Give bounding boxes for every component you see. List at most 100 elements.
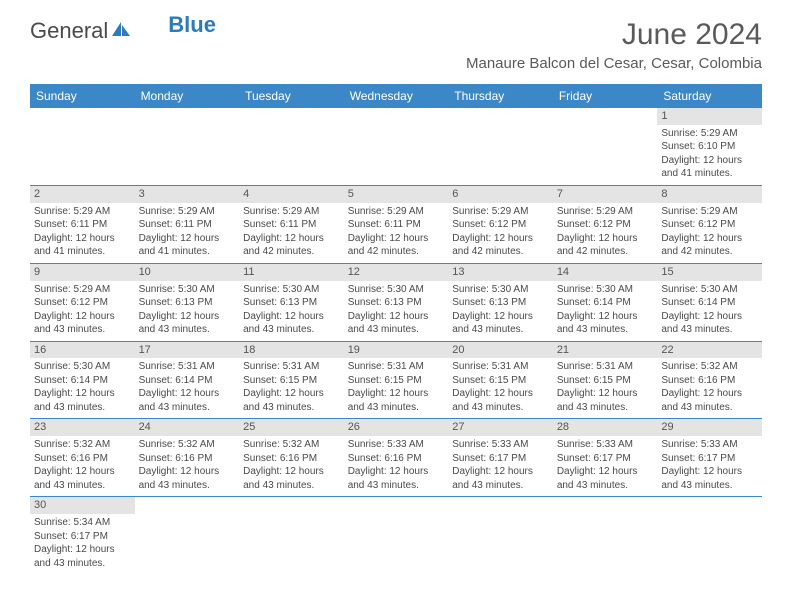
day-number: 11 [239,264,344,281]
sunrise-text: Sunrise: 5:30 AM [139,283,236,297]
day-body: Sunrise: 5:32 AMSunset: 6:16 PMDaylight:… [135,436,240,496]
sunset-text: Sunset: 6:17 PM [452,452,549,466]
daylight-text-2: and 42 minutes. [452,245,549,259]
calendar-day-cell [239,108,344,185]
sunset-text: Sunset: 6:13 PM [348,296,445,310]
sunrise-text: Sunrise: 5:34 AM [34,516,131,530]
day-body: Sunrise: 5:32 AMSunset: 6:16 PMDaylight:… [30,436,135,496]
day-body: Sunrise: 5:31 AMSunset: 6:14 PMDaylight:… [135,358,240,418]
daylight-text: Daylight: 12 hours [348,232,445,246]
daylight-text-2: and 43 minutes. [661,323,758,337]
daylight-text-2: and 43 minutes. [139,323,236,337]
daylight-text-2: and 43 minutes. [661,401,758,415]
sunset-text: Sunset: 6:11 PM [243,218,340,232]
sunrise-text: Sunrise: 5:29 AM [139,205,236,219]
day-number: 18 [239,342,344,359]
day-body: Sunrise: 5:29 AMSunset: 6:11 PMDaylight:… [239,203,344,263]
daylight-text: Daylight: 12 hours [348,310,445,324]
sunrise-text: Sunrise: 5:31 AM [452,360,549,374]
daylight-text: Daylight: 12 hours [139,387,236,401]
weekday-header: Wednesday [344,84,449,108]
daylight-text-2: and 43 minutes. [34,557,131,571]
sunrise-text: Sunrise: 5:30 AM [243,283,340,297]
sunrise-text: Sunrise: 5:32 AM [661,360,758,374]
day-number: 6 [448,186,553,203]
sunrise-text: Sunrise: 5:29 AM [34,283,131,297]
sail-icon [110,18,132,44]
calendar-day-cell: 29Sunrise: 5:33 AMSunset: 6:17 PMDayligh… [657,419,762,497]
sunset-text: Sunset: 6:17 PM [557,452,654,466]
calendar-day-cell [135,108,240,185]
calendar-day-cell: 3Sunrise: 5:29 AMSunset: 6:11 PMDaylight… [135,185,240,263]
sunset-text: Sunset: 6:16 PM [243,452,340,466]
day-body: Sunrise: 5:30 AMSunset: 6:14 PMDaylight:… [553,281,658,341]
calendar-day-cell: 14Sunrise: 5:30 AMSunset: 6:14 PMDayligh… [553,263,658,341]
sunrise-text: Sunrise: 5:31 AM [557,360,654,374]
day-body: Sunrise: 5:30 AMSunset: 6:13 PMDaylight:… [448,281,553,341]
day-body: Sunrise: 5:32 AMSunset: 6:16 PMDaylight:… [657,358,762,418]
calendar-day-cell: 28Sunrise: 5:33 AMSunset: 6:17 PMDayligh… [553,419,658,497]
day-body: Sunrise: 5:31 AMSunset: 6:15 PMDaylight:… [239,358,344,418]
daylight-text: Daylight: 12 hours [452,465,549,479]
calendar-day-cell: 7Sunrise: 5:29 AMSunset: 6:12 PMDaylight… [553,185,658,263]
day-body: Sunrise: 5:29 AMSunset: 6:12 PMDaylight:… [30,281,135,341]
daylight-text-2: and 43 minutes. [139,479,236,493]
daylight-text-2: and 41 minutes. [139,245,236,259]
sunrise-text: Sunrise: 5:29 AM [661,205,758,219]
calendar-day-cell: 1Sunrise: 5:29 AMSunset: 6:10 PMDaylight… [657,108,762,185]
calendar-day-cell [448,108,553,185]
calendar-day-cell [239,497,344,574]
daylight-text-2: and 43 minutes. [243,323,340,337]
daylight-text: Daylight: 12 hours [348,387,445,401]
month-title: June 2024 [466,18,762,51]
daylight-text: Daylight: 12 hours [243,232,340,246]
calendar-week-row: 23Sunrise: 5:32 AMSunset: 6:16 PMDayligh… [30,419,762,497]
sunrise-text: Sunrise: 5:30 AM [452,283,549,297]
weekday-header: Friday [553,84,658,108]
calendar-day-cell [344,497,449,574]
sunrise-text: Sunrise: 5:30 AM [34,360,131,374]
calendar-table: Sunday Monday Tuesday Wednesday Thursday… [30,84,762,574]
daylight-text-2: and 43 minutes. [34,479,131,493]
day-number: 15 [657,264,762,281]
calendar-day-cell: 30Sunrise: 5:34 AMSunset: 6:17 PMDayligh… [30,497,135,574]
daylight-text-2: and 41 minutes. [661,167,758,181]
calendar-day-cell: 4Sunrise: 5:29 AMSunset: 6:11 PMDaylight… [239,185,344,263]
day-body: Sunrise: 5:29 AMSunset: 6:12 PMDaylight:… [448,203,553,263]
sunrise-text: Sunrise: 5:33 AM [661,438,758,452]
sunset-text: Sunset: 6:16 PM [139,452,236,466]
daylight-text: Daylight: 12 hours [557,310,654,324]
daylight-text: Daylight: 12 hours [34,232,131,246]
sunset-text: Sunset: 6:12 PM [452,218,549,232]
calendar-day-cell: 25Sunrise: 5:32 AMSunset: 6:16 PMDayligh… [239,419,344,497]
daylight-text: Daylight: 12 hours [139,232,236,246]
daylight-text-2: and 43 minutes. [452,401,549,415]
sunset-text: Sunset: 6:13 PM [139,296,236,310]
sunset-text: Sunset: 6:17 PM [661,452,758,466]
day-body: Sunrise: 5:30 AMSunset: 6:14 PMDaylight:… [657,281,762,341]
calendar-day-cell: 2Sunrise: 5:29 AMSunset: 6:11 PMDaylight… [30,185,135,263]
calendar-day-cell [30,108,135,185]
day-number: 12 [344,264,449,281]
daylight-text-2: and 43 minutes. [243,401,340,415]
daylight-text: Daylight: 12 hours [34,465,131,479]
sunset-text: Sunset: 6:14 PM [661,296,758,310]
sunrise-text: Sunrise: 5:29 AM [348,205,445,219]
day-number: 14 [553,264,658,281]
daylight-text: Daylight: 12 hours [348,465,445,479]
daylight-text-2: and 42 minutes. [243,245,340,259]
day-body: Sunrise: 5:29 AMSunset: 6:11 PMDaylight:… [135,203,240,263]
sunrise-text: Sunrise: 5:32 AM [34,438,131,452]
calendar-day-cell: 23Sunrise: 5:32 AMSunset: 6:16 PMDayligh… [30,419,135,497]
day-number: 13 [448,264,553,281]
day-number: 3 [135,186,240,203]
sunrise-text: Sunrise: 5:33 AM [452,438,549,452]
sunrise-text: Sunrise: 5:32 AM [139,438,236,452]
calendar-day-cell: 10Sunrise: 5:30 AMSunset: 6:13 PMDayligh… [135,263,240,341]
day-number: 29 [657,419,762,436]
day-body: Sunrise: 5:30 AMSunset: 6:13 PMDaylight:… [239,281,344,341]
day-body: Sunrise: 5:29 AMSunset: 6:12 PMDaylight:… [657,203,762,263]
daylight-text: Daylight: 12 hours [452,387,549,401]
sunrise-text: Sunrise: 5:31 AM [139,360,236,374]
calendar-day-cell [135,497,240,574]
